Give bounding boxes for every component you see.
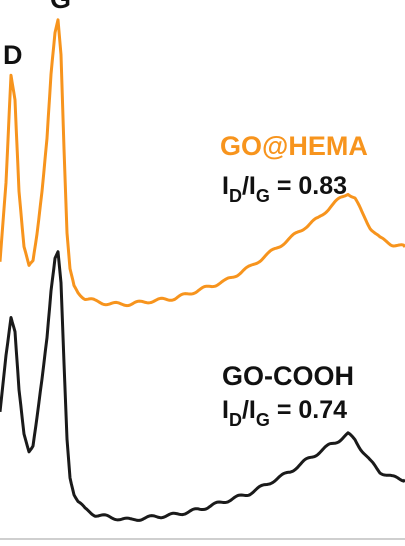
series-label-go-hema: GO@HEMA [220, 131, 368, 161]
series-label-go-cooh: GO-COOH [222, 361, 354, 391]
ratio-label-go-cooh: ID/IG = 0.74 [222, 396, 347, 430]
series-line-go-cooh [0, 250, 405, 522]
series-line-go-hema [0, 18, 405, 308]
ratio-label-go-hema: ID/IG = 0.83 [222, 172, 347, 206]
spectra-lines [0, 18, 405, 522]
peak-label-d: D [3, 40, 23, 70]
peak-label-g: G [50, 0, 71, 14]
